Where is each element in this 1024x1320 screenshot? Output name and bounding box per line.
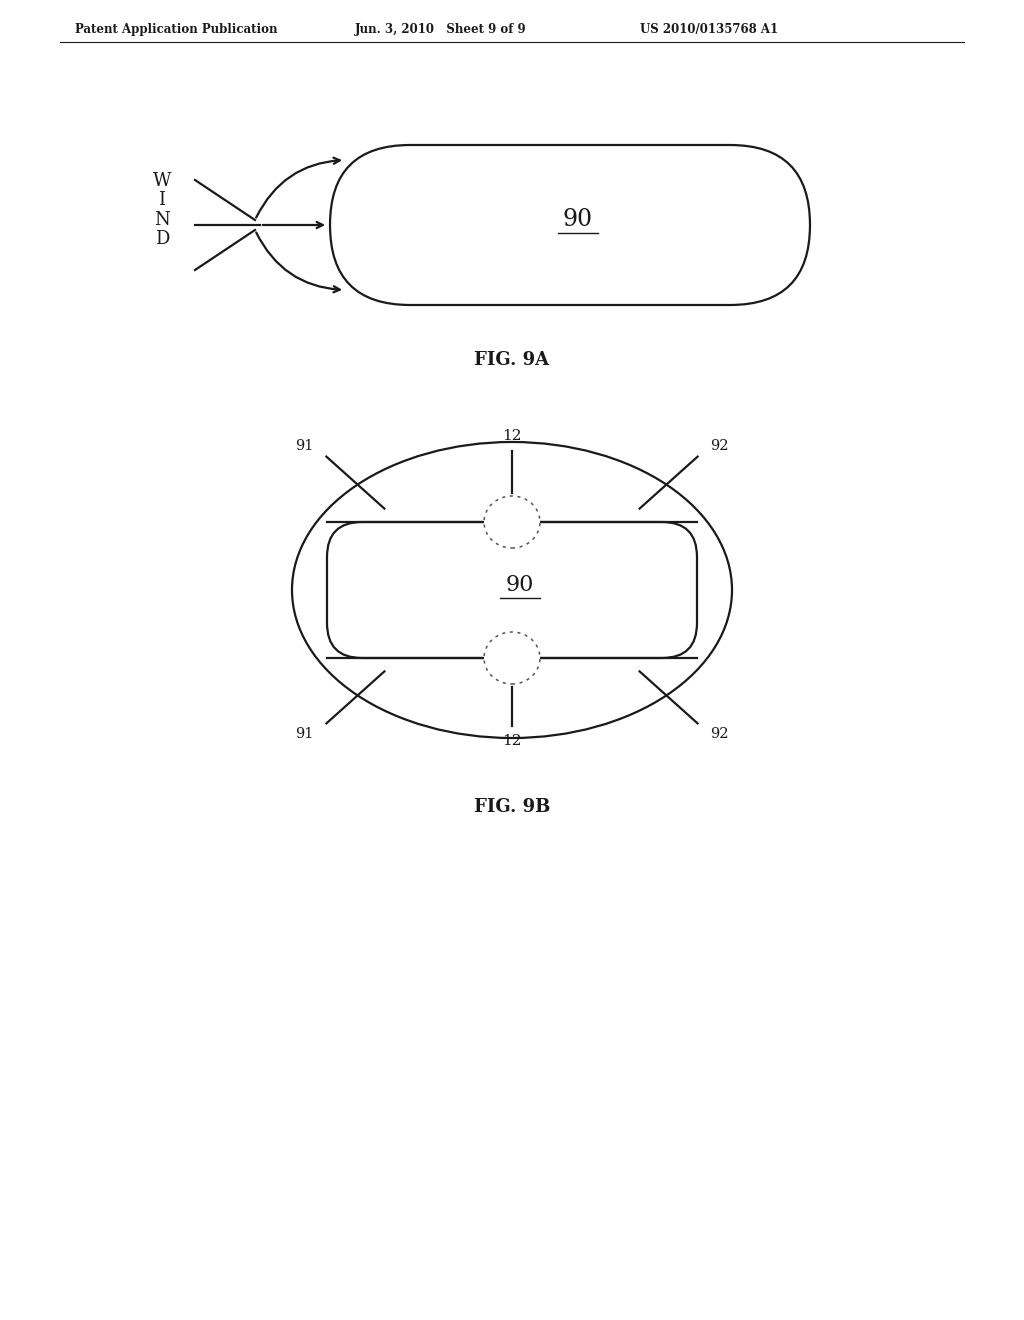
Text: 91: 91: [295, 438, 313, 453]
Text: FIG. 9B: FIG. 9B: [474, 799, 550, 816]
FancyArrowPatch shape: [256, 232, 340, 292]
Text: 92: 92: [711, 727, 729, 742]
Text: 92: 92: [711, 438, 729, 453]
Ellipse shape: [484, 632, 540, 684]
FancyBboxPatch shape: [327, 521, 697, 657]
Text: 91: 91: [295, 727, 313, 742]
Text: FIG. 9A: FIG. 9A: [474, 351, 550, 370]
Text: 12: 12: [502, 429, 522, 444]
Text: Jun. 3, 2010   Sheet 9 of 9: Jun. 3, 2010 Sheet 9 of 9: [355, 22, 526, 36]
Ellipse shape: [292, 442, 732, 738]
Text: US 2010/0135768 A1: US 2010/0135768 A1: [640, 22, 778, 36]
Text: 90: 90: [563, 209, 593, 231]
Text: W
I
N
D: W I N D: [153, 172, 171, 248]
Text: 12: 12: [502, 734, 522, 748]
Text: 90: 90: [506, 574, 535, 597]
FancyArrowPatch shape: [263, 222, 323, 228]
FancyBboxPatch shape: [330, 145, 810, 305]
Ellipse shape: [484, 496, 540, 548]
Text: Patent Application Publication: Patent Application Publication: [75, 22, 278, 36]
FancyArrowPatch shape: [256, 157, 340, 218]
